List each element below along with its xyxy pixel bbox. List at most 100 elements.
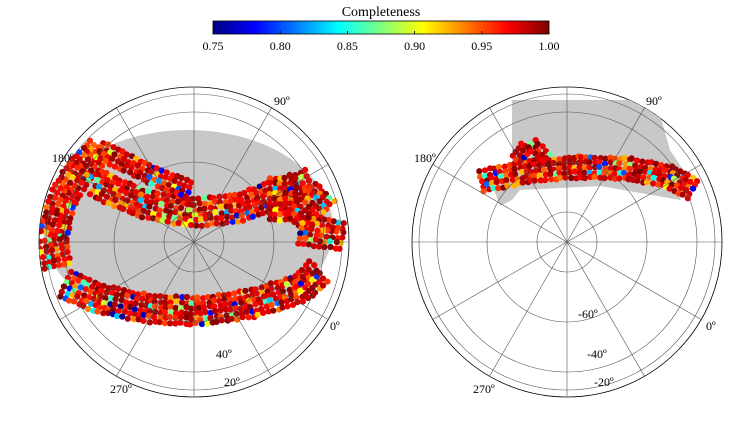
north-cell bbox=[324, 278, 331, 285]
south-cell bbox=[616, 175, 623, 182]
south-cell bbox=[566, 154, 573, 161]
south-cell bbox=[481, 167, 489, 174]
north-cell bbox=[158, 200, 165, 207]
north-cell bbox=[132, 311, 139, 318]
north-cell bbox=[284, 303, 291, 310]
north-cell bbox=[305, 177, 313, 184]
north-cell bbox=[171, 215, 178, 222]
north-cell bbox=[216, 297, 223, 305]
north-cell bbox=[160, 191, 167, 198]
north-cell bbox=[221, 300, 229, 307]
north-cell bbox=[324, 227, 331, 234]
north-cell bbox=[259, 193, 267, 200]
north-cell bbox=[39, 218, 46, 225]
south-cell bbox=[653, 160, 660, 167]
north-cell bbox=[177, 314, 184, 321]
south-dec-label-m40: -40º bbox=[587, 347, 607, 361]
south-cell bbox=[596, 163, 603, 170]
north-cell bbox=[253, 290, 260, 297]
north-cell bbox=[196, 200, 203, 207]
north-cell bbox=[167, 294, 174, 301]
north-cell bbox=[128, 164, 135, 171]
north-cell bbox=[243, 308, 250, 315]
north-cell bbox=[191, 211, 198, 218]
north-cell bbox=[66, 255, 73, 262]
north-cell bbox=[212, 209, 219, 216]
north-cell bbox=[83, 171, 90, 178]
north-cell bbox=[218, 215, 225, 222]
north-cell bbox=[218, 210, 225, 217]
south-cell bbox=[518, 168, 526, 176]
north-cell bbox=[188, 316, 195, 323]
south-cell bbox=[495, 163, 502, 171]
south-cell bbox=[495, 185, 502, 192]
south-cell bbox=[557, 174, 564, 181]
north-cell bbox=[197, 216, 205, 223]
north-cell bbox=[100, 310, 107, 317]
south-cell bbox=[643, 179, 651, 186]
north-cell bbox=[326, 238, 333, 245]
north-cell bbox=[228, 207, 235, 214]
north-cell bbox=[188, 305, 195, 312]
north-cell bbox=[156, 207, 163, 214]
north-cell bbox=[198, 222, 205, 229]
north-dec-label-40: 40º bbox=[216, 347, 232, 361]
north-cell bbox=[134, 162, 141, 169]
north-cell bbox=[138, 214, 146, 221]
north-cell bbox=[246, 186, 253, 193]
north-cell bbox=[74, 293, 81, 300]
south-cell bbox=[535, 154, 542, 161]
south-cell bbox=[578, 154, 585, 161]
north-cell bbox=[218, 317, 225, 324]
north-cell bbox=[298, 225, 305, 232]
north-cell bbox=[150, 313, 158, 321]
north-cell bbox=[188, 179, 195, 186]
north-cell bbox=[162, 299, 169, 306]
south-ra-line bbox=[566, 241, 702, 320]
north-cell bbox=[39, 223, 45, 230]
north-cell bbox=[144, 193, 151, 200]
north-cell bbox=[211, 307, 219, 314]
south-cell bbox=[511, 182, 518, 189]
north-cell bbox=[179, 294, 186, 301]
south-completeness-cells bbox=[476, 137, 701, 202]
colorbar-tick-label: 0.95 bbox=[471, 39, 492, 53]
south-cell bbox=[536, 172, 543, 179]
north-cell bbox=[162, 294, 169, 301]
north-cell bbox=[187, 311, 194, 318]
north-cell bbox=[233, 310, 240, 317]
north-cell bbox=[298, 214, 305, 221]
south-cell bbox=[634, 177, 641, 184]
north-cell bbox=[256, 199, 263, 206]
south-cell bbox=[479, 178, 486, 185]
north-cell bbox=[309, 276, 316, 284]
north-ra-line bbox=[193, 241, 272, 377]
south-cell bbox=[632, 162, 639, 169]
north-cell bbox=[94, 308, 101, 315]
north-cell bbox=[215, 291, 222, 299]
north-cell bbox=[133, 189, 140, 196]
north-cell bbox=[268, 285, 275, 292]
north-cell bbox=[240, 217, 247, 224]
north-cell bbox=[169, 187, 176, 194]
north-cell bbox=[268, 301, 275, 308]
north-cell bbox=[239, 314, 246, 321]
north-cell bbox=[319, 275, 327, 282]
south-cell bbox=[541, 177, 549, 184]
north-cell bbox=[112, 196, 119, 204]
north-cell bbox=[119, 291, 126, 299]
north-cell bbox=[109, 306, 117, 313]
south-cell bbox=[497, 173, 504, 180]
south-cell bbox=[481, 172, 489, 179]
north-cell bbox=[139, 295, 146, 302]
south-cell bbox=[637, 168, 644, 175]
north-cell bbox=[102, 157, 109, 164]
north-cell bbox=[310, 243, 317, 250]
south-cell bbox=[611, 170, 618, 177]
north-cell bbox=[212, 198, 219, 205]
north-cell bbox=[296, 235, 303, 242]
north-cell bbox=[287, 179, 294, 186]
north-cell bbox=[137, 196, 144, 204]
north-cell bbox=[289, 301, 297, 308]
